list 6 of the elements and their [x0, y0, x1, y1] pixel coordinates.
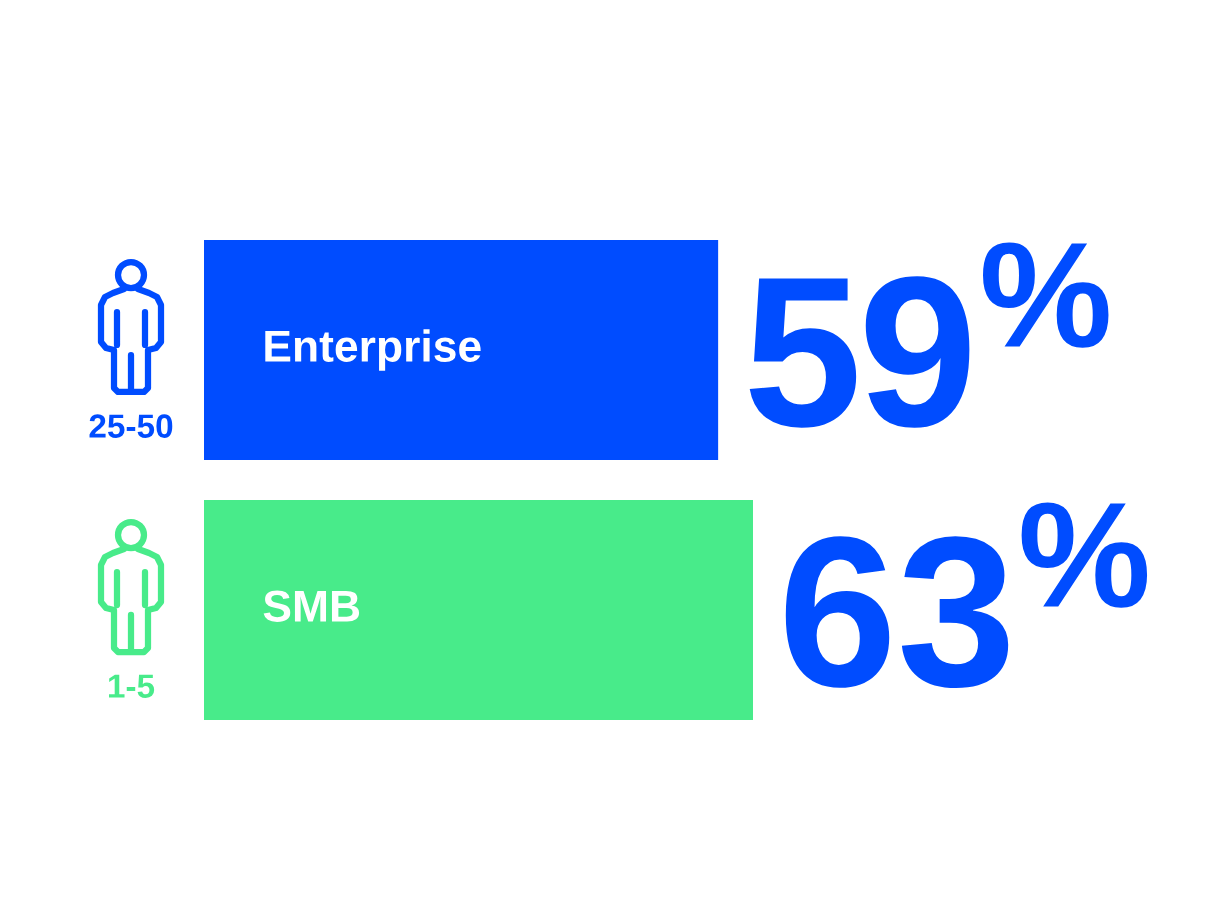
text: 25-50 [89, 414, 173, 438]
y-tick-label: Enterprise [265, 329, 481, 371]
y-tick-label: SMB [263, 590, 360, 622]
text: 1-5 [109, 674, 155, 698]
data-label: 63$^{%}$ [785, 502, 1148, 689]
data-label: 59$^{%}$ [749, 242, 1109, 428]
